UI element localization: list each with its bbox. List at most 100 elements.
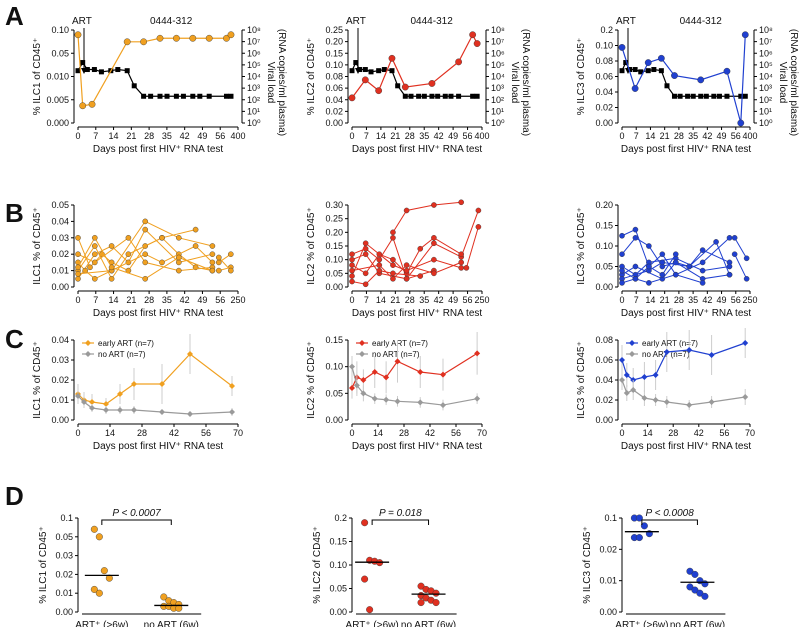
chart-b1-series-3-point xyxy=(192,226,199,233)
chart-d2-group-1-point xyxy=(432,589,440,597)
chart-c3-legend-marker xyxy=(629,340,635,346)
chart-a2-ilc-point xyxy=(469,31,477,39)
chart-a3-ytick-label: 0.06 xyxy=(595,72,613,82)
chart-c2-series-0-point xyxy=(440,371,446,378)
chart-b3-xtick-label: 7 xyxy=(634,295,639,305)
chart-c3-series-0-point xyxy=(623,372,630,378)
chart-c3-xtick-label: 56 xyxy=(719,428,729,438)
chart-c2-ytick-label: 0.15 xyxy=(325,335,343,345)
chart-a1-ilc-point xyxy=(140,38,148,46)
chart-b1-series-6-point xyxy=(142,275,148,282)
chart-a3-xtick-label: 14 xyxy=(645,131,655,141)
chart-a2-y2-label: Viral load xyxy=(509,62,520,104)
chart-b2-xtick-label: 21 xyxy=(390,295,400,305)
chart-d3-category-label: no ART (6w) xyxy=(670,620,725,627)
chart-b1-series-5-point xyxy=(192,243,199,249)
chart-c2-series-1-line xyxy=(351,366,478,406)
chart-a1-y2-label: (RNA copies/ml plasma) xyxy=(276,29,287,136)
panel-label-c: C xyxy=(5,324,24,354)
chart-a2-viral-point xyxy=(381,67,387,73)
chart-a2-ilc-point xyxy=(375,87,383,95)
chart-b1-series-1-point xyxy=(175,259,182,266)
chart-c3-ytick-label: 0.00 xyxy=(595,415,613,425)
chart-d1-pvalue: P < 0.0007 xyxy=(112,508,161,519)
chart-a1-x-label: Days post first HIV⁺ RNA test xyxy=(93,144,224,155)
chart-b2-series-6-line xyxy=(392,201,462,233)
chart-b1-series-4-point xyxy=(92,259,98,266)
chart-d3-group-1-point xyxy=(686,567,694,575)
chart-b2-series-2-line xyxy=(351,242,462,277)
chart-b2-series-6-point xyxy=(431,202,437,208)
chart-d3-group-1-point xyxy=(696,589,704,597)
chart-a2-viral-point xyxy=(456,93,462,99)
chart-a3-viral-line xyxy=(621,61,746,97)
chart-a3-viral-point xyxy=(711,93,717,99)
panel-label-b: B xyxy=(5,198,24,228)
chart-a3-y2tick-label: 10⁴ xyxy=(759,72,773,82)
chart-a3-viral-point xyxy=(698,93,704,99)
chart-d3-ytick-label: 0.01 xyxy=(599,576,617,586)
chart-b3-series-0-point xyxy=(632,226,639,233)
chart-b2-series-0-point xyxy=(390,234,396,241)
chart-b3-series-6-point xyxy=(646,263,652,270)
chart-c3-legend-marker xyxy=(629,351,635,357)
chart-c3-series-0-point xyxy=(641,374,648,380)
chart-d3-y-label: % ILC3 of CD45⁺ xyxy=(582,526,593,604)
chart-a2-viral-point xyxy=(368,69,374,75)
chart-b1-series-2-point xyxy=(92,275,98,282)
chart-b1-series-1-point xyxy=(108,243,115,249)
chart-a1-ilc-point xyxy=(88,100,96,108)
chart-b3-series-2-point xyxy=(699,267,706,274)
chart-d2-group-0-point xyxy=(366,606,374,614)
chart-d2-ytick-label: 0.2 xyxy=(334,513,347,523)
chart-c1-series-0-point xyxy=(229,383,235,389)
chart-c3-series-0-point xyxy=(619,357,625,363)
chart-c2-series-0-point xyxy=(360,377,367,383)
chart-a1-xtick-label: 56 xyxy=(215,131,225,141)
chart-c1-xtick-label: 14 xyxy=(105,428,115,438)
chart-b3-series-5-point xyxy=(646,280,652,286)
chart-d3-group-0-point xyxy=(635,534,643,542)
chart-b1-ytick-label: 0.03 xyxy=(51,233,69,243)
chart-c1-series-1-point xyxy=(81,399,87,405)
chart-b2-ytick-label: 0.10 xyxy=(325,255,343,265)
chart-d3-category-label: ART⁺ (>6w) xyxy=(615,620,668,627)
chart-b3-ytick-label: 0.05 xyxy=(595,262,613,272)
chart-b1-xtick-label: 250 xyxy=(230,295,245,305)
chart-a1-ilc-point xyxy=(189,34,197,42)
chart-c1-series-1-point xyxy=(103,407,109,413)
chart-c2-ytick-label: 0.10 xyxy=(325,362,343,372)
chart-b1-series-5-point xyxy=(159,259,165,266)
chart-c3-xtick-label: 70 xyxy=(745,428,755,438)
chart-b3-series-0-point xyxy=(699,259,706,266)
chart-a2-ilc-point xyxy=(455,58,462,66)
chart-a3-ilc-point xyxy=(644,59,652,67)
chart-b1-series-1-point xyxy=(75,275,81,282)
chart-a3-xtick-label: 42 xyxy=(702,131,712,141)
chart-a2-viral-point xyxy=(408,93,414,99)
chart-a1-viral-point xyxy=(124,68,130,74)
chart-a1-viral-point xyxy=(223,93,229,99)
chart-b2-series-6-point xyxy=(403,207,410,214)
chart-d2-pvalue: P = 0.018 xyxy=(379,508,422,519)
chart-a1-viral-line xyxy=(77,61,231,97)
chart-a2-art-annotation: ART xyxy=(346,16,366,27)
chart-c1-series-1-line xyxy=(77,395,233,415)
chart-a1-y2tick-label: 10³ xyxy=(247,83,260,93)
chart-a1-y2tick-label: 10¹ xyxy=(247,106,260,116)
chart-b2-series-1-point xyxy=(390,256,396,263)
chart-a3-art-annotation: ART xyxy=(616,16,636,27)
chart-a3-viral-point xyxy=(703,93,709,99)
chart-b1-series-8-point xyxy=(215,267,222,274)
chart-a1-viral-point xyxy=(75,68,81,74)
chart-b3-xtick-label: 21 xyxy=(660,295,670,305)
chart-b2-ytick-label: 0.00 xyxy=(325,282,343,292)
chart-b1-series-6-point xyxy=(75,264,81,271)
chart-b1-series-4-point xyxy=(142,259,148,266)
chart-b1-series-3-point xyxy=(92,243,98,249)
chart-b3-series-5-point xyxy=(699,280,706,286)
chart-a2-y2-label: (RNA copies/ml plasma) xyxy=(520,29,531,136)
chart-d2-group-0-point xyxy=(361,519,369,527)
chart-b3-series-4-point xyxy=(713,239,719,245)
chart-a1-ilc-point xyxy=(227,31,235,39)
